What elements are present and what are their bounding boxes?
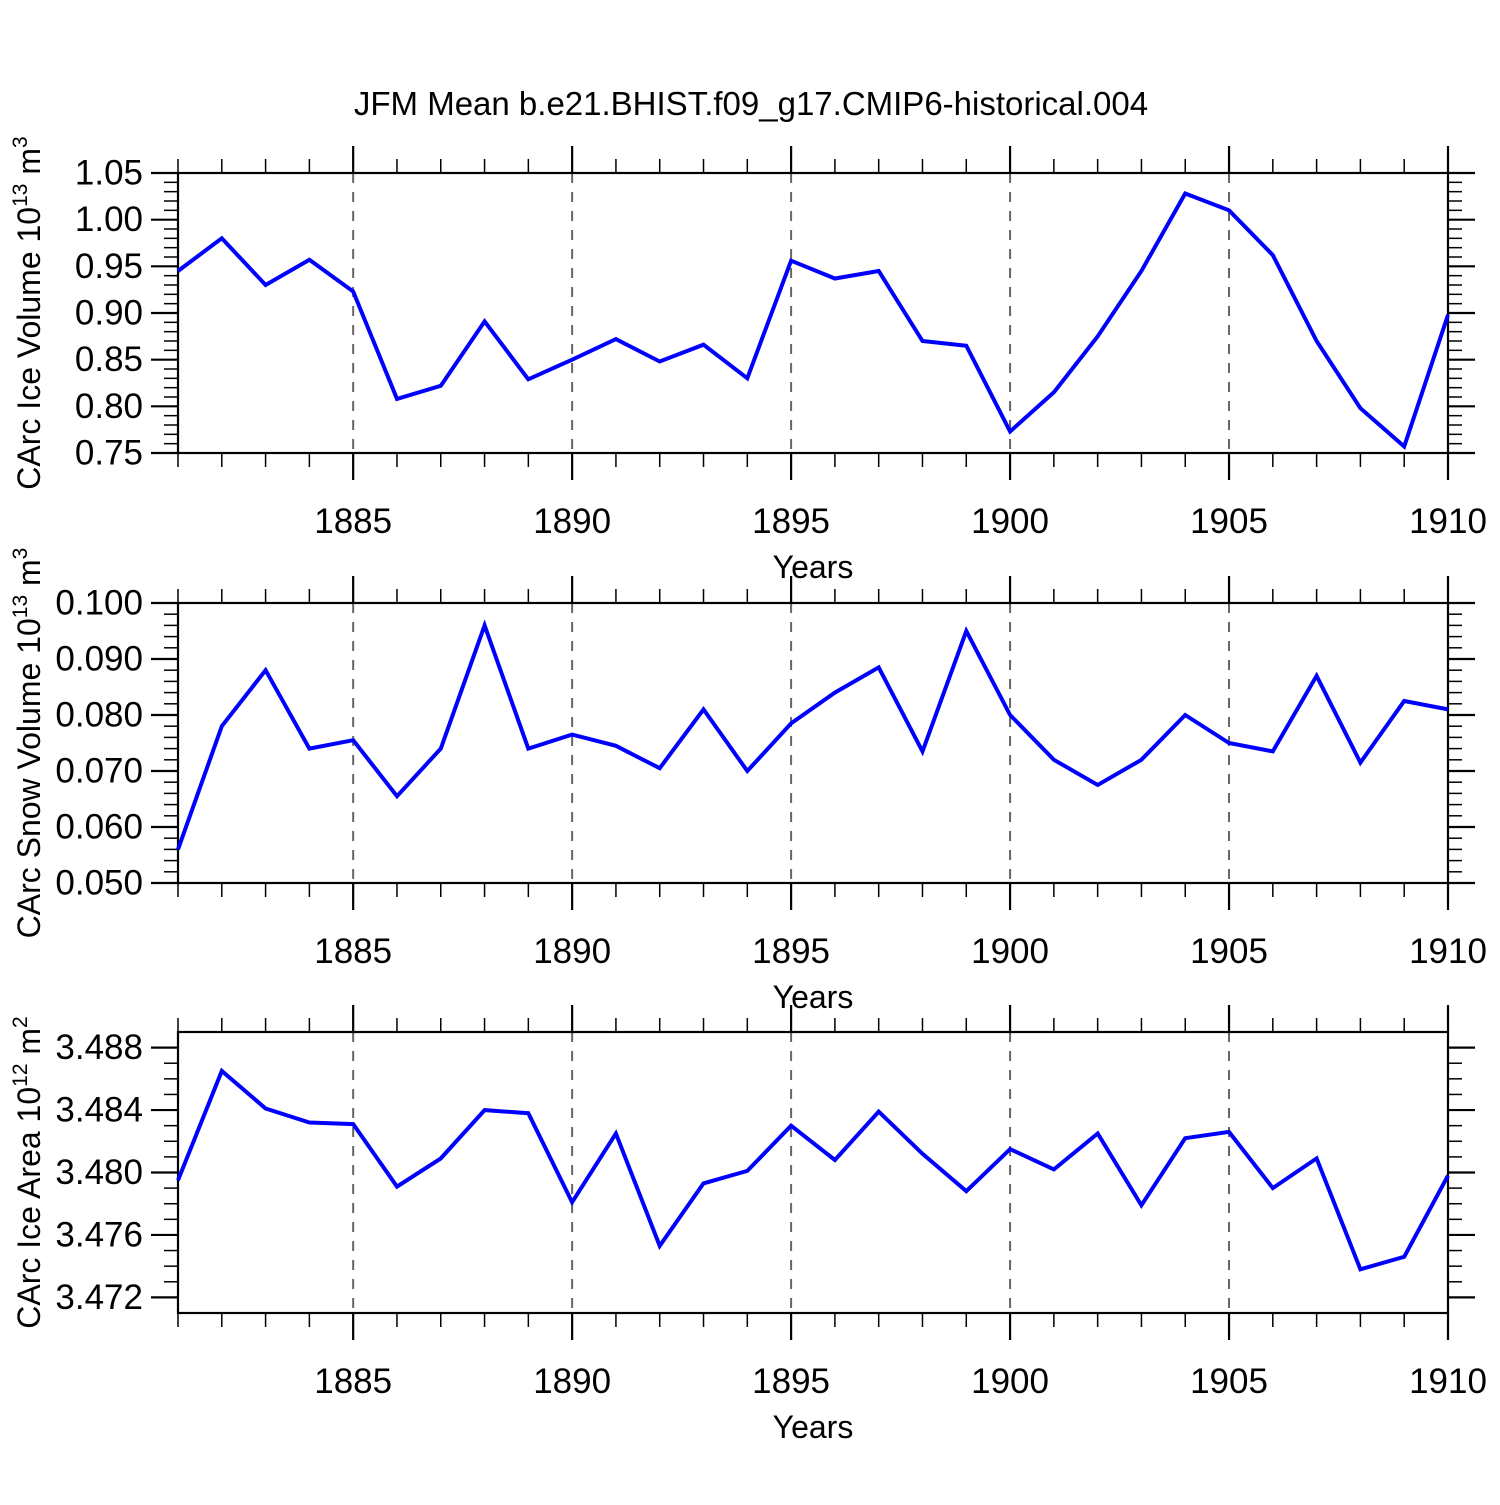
chart-panels: 1.05 1.00 0.95 0.90 0.85 0.80 0.75 1885 1890 1895… xyxy=(9,136,1487,1445)
y-tick-label: 0.75 xyxy=(75,434,143,473)
x-ticks-carc-ice-volume xyxy=(177,146,1450,480)
x-tick-labels-carc-ice-area: 1885 1890 1895 1900 1905 1910 xyxy=(314,1362,1487,1401)
x-tick-label: 1890 xyxy=(533,1362,611,1401)
y-tick-label: 1.00 xyxy=(75,200,143,239)
panel-carc-ice-area: 3.488 3.484 3.480 3.476 3.472 1885 1890 1895 190… xyxy=(9,1005,1487,1445)
figure-title: JFM Mean b.e21.BHIST.f09_g17.CMIP6-histo… xyxy=(354,85,1148,122)
x-tick-label: 1895 xyxy=(752,1362,830,1401)
x-tick-label: 1910 xyxy=(1409,1362,1487,1401)
grid-lines-carc-ice-volume xyxy=(352,173,1231,453)
x-tick-label: 1885 xyxy=(314,502,392,541)
y-tick-label: 3.484 xyxy=(55,1091,143,1130)
y-tick-label: 0.090 xyxy=(55,640,143,679)
x-tick-label: 1895 xyxy=(752,502,830,541)
plot-frame xyxy=(176,1030,1450,1315)
plot-frame xyxy=(176,601,1450,885)
y-tick-label: 3.480 xyxy=(55,1153,143,1192)
x-tick-label: 1900 xyxy=(971,1362,1049,1401)
y-tick-label: 3.476 xyxy=(55,1215,143,1254)
y-tick-label: 3.488 xyxy=(55,1028,143,1067)
y-tick-label: 0.90 xyxy=(75,294,143,333)
data-line-carc-ice-area xyxy=(176,1067,1450,1272)
y-tick-label: 0.060 xyxy=(55,808,143,847)
x-tick-label: 1885 xyxy=(314,932,392,971)
grid-lines-carc-ice-area xyxy=(352,1032,1231,1313)
x-axis-label: Years xyxy=(773,979,854,1015)
x-axis-label: Years xyxy=(773,549,854,585)
x-tick-label: 1910 xyxy=(1409,932,1487,971)
y-tick-label: 0.100 xyxy=(55,584,143,623)
x-tick-label: 1890 xyxy=(533,932,611,971)
x-ticks-carc-ice-area xyxy=(177,1005,1450,1340)
y-tick-label: 0.070 xyxy=(55,752,143,791)
x-tick-labels-carc-ice-volume: 1885 1890 1895 1900 1905 1910 xyxy=(314,502,1487,541)
x-tick-label: 1900 xyxy=(971,502,1049,541)
y-tick-label: 0.85 xyxy=(75,340,143,379)
y-ticks-carc-ice-volume: 1.05 1.00 0.95 0.90 0.85 0.80 0.75 xyxy=(75,154,1475,473)
y-axis-label: CArc Snow Volume 1013 m3 xyxy=(9,548,47,939)
y-tick-label: 0.050 xyxy=(55,864,143,903)
y-axis-label: CArc Ice Area 1012 m2 xyxy=(9,1016,47,1328)
y-tick-label: 0.080 xyxy=(55,696,143,735)
x-tick-label: 1895 xyxy=(752,932,830,971)
x-tick-label: 1885 xyxy=(314,1362,392,1401)
x-tick-label: 1890 xyxy=(533,502,611,541)
x-tick-labels-carc-snow-volume: 1885 1890 1895 1900 1905 1910 xyxy=(314,932,1487,971)
y-tick-label: 1.05 xyxy=(75,154,143,193)
x-tick-label: 1905 xyxy=(1190,1362,1268,1401)
x-tick-label: 1900 xyxy=(971,932,1049,971)
y-tick-label: 3.472 xyxy=(55,1278,143,1317)
x-tick-label: 1910 xyxy=(1409,502,1487,541)
plot-frame xyxy=(176,171,1450,455)
data-line-carc-snow-volume xyxy=(176,619,1449,851)
y-axis-label: CArc Ice Volume 1013 m3 xyxy=(9,136,47,489)
y-ticks-carc-ice-area: 3.488 3.484 3.480 3.476 3.472 xyxy=(55,1028,1475,1317)
y-tick-label: 0.95 xyxy=(75,247,143,286)
y-ticks-carc-snow-volume: 0.100 0.090 0.080 0.070 0.060 0.050 xyxy=(55,584,1475,903)
data-line-carc-ice-volume xyxy=(176,191,1450,450)
y-tick-label: 0.80 xyxy=(75,387,143,426)
panel-carc-ice-volume: 1.05 1.00 0.95 0.90 0.85 0.80 0.75 1885 1890 1895… xyxy=(9,136,1487,585)
grid-lines-carc-snow-volume xyxy=(352,603,1231,883)
x-ticks-carc-snow-volume xyxy=(177,576,1450,910)
x-tick-label: 1905 xyxy=(1190,932,1268,971)
x-axis-label: Years xyxy=(773,1409,854,1445)
x-tick-label: 1905 xyxy=(1190,502,1268,541)
